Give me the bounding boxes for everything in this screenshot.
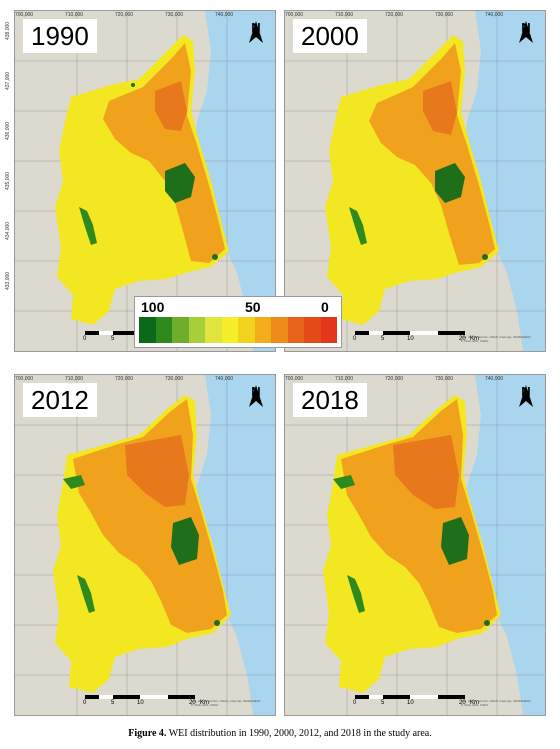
map-svg — [285, 375, 545, 715]
x-tick: 720,000 — [385, 376, 404, 382]
x-tick: 710,000 — [335, 12, 354, 18]
map-svg — [15, 375, 275, 715]
y-tick: 435,000 — [5, 171, 11, 190]
y-tick: 437,000 — [5, 71, 11, 90]
x-tick: 730,000 — [165, 12, 184, 18]
x-tick: 700,000 — [15, 12, 34, 18]
legend-swatch — [238, 317, 255, 343]
map-panel-2018: 2018 N 700,000 710,000 720,000 730,000 7… — [284, 374, 546, 716]
y-tick: 434,000 — [5, 221, 11, 240]
legend-label-0: 0 — [321, 299, 329, 315]
caption-text: WEI distribution in 1990, 2000, 2012, an… — [166, 728, 432, 739]
color-legend: 100 50 0 — [134, 296, 342, 348]
map-panel-2012: 2012 N 700,000 710,000 720,000 730,000 7… — [14, 374, 276, 716]
x-tick: 740,000 — [215, 376, 234, 382]
x-tick: 730,000 — [435, 12, 454, 18]
y-tick: 436,000 — [5, 121, 11, 140]
legend-swatch — [254, 317, 271, 343]
x-tick: 700,000 — [285, 376, 304, 382]
map-svg — [285, 11, 545, 351]
year-label: 1990 — [23, 19, 97, 53]
legend-swatch — [205, 317, 222, 343]
x-tick: 730,000 — [435, 376, 454, 382]
map-credit: Esri, HERE, Garmin, USGS, Intermap, INCR… — [191, 699, 261, 707]
x-tick: 710,000 — [335, 376, 354, 382]
x-tick: 730,000 — [165, 376, 184, 382]
legend-swatch — [271, 317, 288, 343]
legend-swatch — [320, 317, 337, 343]
north-arrow-icon: N — [245, 21, 267, 57]
legend-swatch — [221, 317, 238, 343]
y-tick: 438,000 — [5, 21, 11, 40]
scale-bar: 0 5 10 20 Km — [83, 695, 209, 709]
legend-swatch — [287, 317, 304, 343]
figure-caption: Figure 4. WEI distribution in 1990, 2000… — [0, 728, 560, 739]
x-tick: 700,000 — [15, 376, 34, 382]
map-panel-1990: 1990 N 700,000 710,000 720,000 730,000 7… — [14, 10, 276, 352]
y-tick: 433,000 — [5, 271, 11, 290]
map-svg — [15, 11, 275, 351]
year-label: 2018 — [293, 383, 367, 417]
legend-swatch — [139, 317, 156, 343]
x-tick: 740,000 — [215, 12, 234, 18]
legend-swatch — [304, 317, 321, 343]
legend-swatch — [155, 317, 172, 343]
legend-swatch — [172, 317, 189, 343]
year-label: 2000 — [293, 19, 367, 53]
north-arrow-icon: N — [515, 385, 537, 421]
x-tick: 740,000 — [485, 376, 504, 382]
x-tick: 720,000 — [385, 12, 404, 18]
x-tick: 720,000 — [115, 12, 134, 18]
x-tick: 700,000 — [285, 12, 304, 18]
scale-bar: 0 5 10 20 Km — [353, 695, 479, 709]
map-panel-2000: 2000 N 700,000 710,000 720,000 730,000 7… — [284, 10, 546, 352]
map-credit: Esri, HERE, Garmin, USGS, Intermap, INCR… — [461, 335, 531, 343]
x-tick: 740,000 — [485, 12, 504, 18]
x-tick: 710,000 — [65, 376, 84, 382]
legend-label-50: 50 — [245, 299, 261, 315]
year-label: 2012 — [23, 383, 97, 417]
legend-swatches — [139, 317, 337, 343]
x-tick: 720,000 — [115, 376, 134, 382]
legend-label-100: 100 — [141, 299, 165, 315]
x-tick: 710,000 — [65, 12, 84, 18]
legend-swatch — [188, 317, 205, 343]
scale-bar: 0 5 10 20 Km — [353, 331, 479, 345]
north-arrow-icon: N — [245, 385, 267, 421]
map-credit: Esri, HERE, Garmin, USGS, Intermap, INCR… — [461, 699, 531, 707]
caption-label: Figure 4. — [128, 728, 167, 739]
north-arrow-icon: N — [515, 21, 537, 57]
